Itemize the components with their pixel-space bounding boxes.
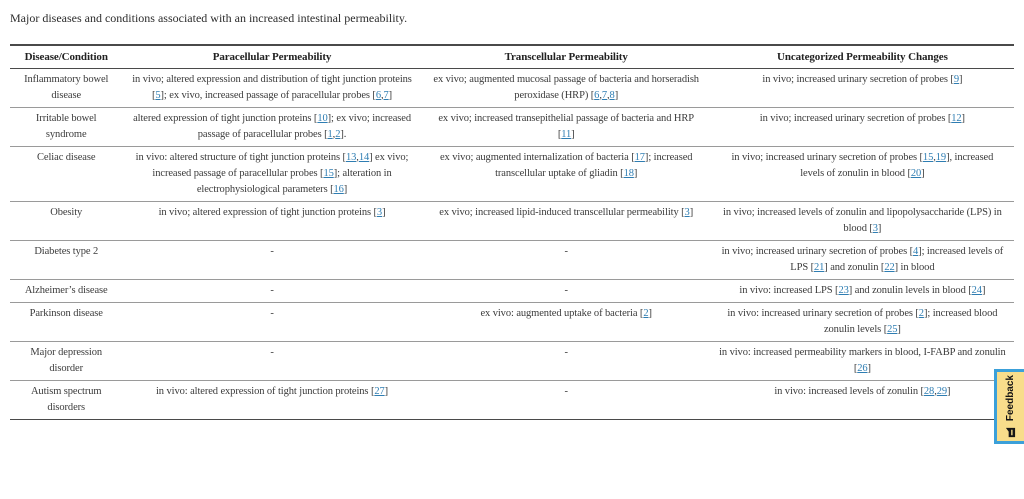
table-row: Alzheimer’s disease - - in vivo: increased … <box>10 279 1014 303</box>
citation-link[interactable]: 23 <box>838 285 849 296</box>
cell-paracellular: in vivo; altered expression of tight jun… <box>122 201 422 241</box>
cell-transcellular: - <box>421 279 711 303</box>
table-row: Celiac disease in vivo: altered structure… <box>10 146 1014 202</box>
citation-link[interactable]: 28 <box>923 386 935 397</box>
table-row: Major depression disorder - - in vivo: incr… <box>10 341 1014 381</box>
column-header-uncategorized: Uncategorized Permeability Changes <box>710 44 1014 69</box>
cell-uncategorized: in vivo; increased levels of zonulin and… <box>710 201 1014 241</box>
citation-link[interactable]: 26 <box>857 363 868 374</box>
citation-link[interactable]: 13 <box>345 152 357 163</box>
cell-paracellular: in vivo: altered structure of tight junc… <box>122 146 422 202</box>
citation-link[interactable]: 14 <box>358 152 370 163</box>
cell-uncategorized: in vivo: increased permeability markers … <box>710 341 1014 381</box>
cell-condition: Major depression disorder <box>10 341 123 381</box>
cell-paracellular: - <box>122 341 422 381</box>
cell-transcellular: ex vivo; augmented internalization of ba… <box>421 146 711 202</box>
column-header-transcellular: Transcellular Permeability <box>421 44 711 69</box>
table-row: Irritable bowel syndrome altered expressi… <box>10 107 1014 147</box>
citation-link[interactable]: 9 <box>953 74 959 85</box>
cell-uncategorized: in vivo; increased urinary secretion of … <box>710 240 1014 280</box>
cell-paracellular: - <box>122 279 422 303</box>
cell-condition: Alzheimer’s disease <box>10 279 123 303</box>
citation-link[interactable]: 7 <box>383 90 389 101</box>
citation-link[interactable]: 21 <box>813 262 825 273</box>
citation-link[interactable]: 12 <box>951 113 962 124</box>
column-header-paracellular: Paracellular Permeability <box>122 44 422 69</box>
cell-uncategorized: in vivo; increased urinary secretion of … <box>710 68 1014 108</box>
citation-link[interactable]: 27 <box>374 386 385 397</box>
cell-transcellular: ex vivo; increased lipid-induced transce… <box>421 201 711 241</box>
citation-link[interactable]: 8 <box>609 90 615 101</box>
cell-paracellular: - <box>122 302 422 342</box>
table-header: Disease/Condition Paracellular Permeabil… <box>10 44 1014 69</box>
cell-uncategorized: in vivo; increased urinary secretion of … <box>710 146 1014 202</box>
citation-link[interactable]: 15 <box>922 152 934 163</box>
permeability-table: Disease/Condition Paracellular Permeabil… <box>10 44 1014 420</box>
cell-paracellular: in vivo: altered expression of tight jun… <box>122 380 422 420</box>
feedback-bubble-icon <box>1005 427 1016 437</box>
cell-condition: Autism spectrum disorders <box>10 380 123 420</box>
citation-link[interactable]: 24 <box>971 285 982 296</box>
citation-link[interactable]: 22 <box>884 262 895 273</box>
citation-link[interactable]: 2 <box>918 308 924 319</box>
cell-transcellular: ex vivo; augmented mucosal passage of ba… <box>421 68 711 108</box>
cell-transcellular: - <box>421 341 711 381</box>
citation-link[interactable]: 6 <box>375 90 381 101</box>
table-row: Autism spectrum disorders in vivo: altere… <box>10 380 1014 420</box>
citation-link[interactable]: 5 <box>155 90 161 101</box>
table-caption: Major diseases and conditions associated… <box>10 11 408 25</box>
citation-link[interactable]: 3 <box>872 223 878 234</box>
citation-link[interactable]: 18 <box>623 168 634 179</box>
cell-paracellular: in vivo; altered expression and distribu… <box>122 68 422 108</box>
citation-link[interactable]: 4 <box>913 246 919 257</box>
cell-uncategorized: in vivo; increased urinary secretion of … <box>710 107 1014 147</box>
table-body: Inflammatory bowel disease in vivo; alter… <box>10 68 1014 420</box>
citation-link[interactable]: 2 <box>643 308 649 319</box>
header-row: Disease/Condition Paracellular Permeabil… <box>10 44 1014 69</box>
table-row: Inflammatory bowel disease in vivo; alter… <box>10 68 1014 108</box>
cell-transcellular: - <box>421 240 711 280</box>
cell-paracellular: altered expression of tight junction pro… <box>122 107 422 147</box>
cell-condition: Irritable bowel syndrome <box>10 107 123 147</box>
citation-link[interactable]: 11 <box>561 129 572 140</box>
citation-link[interactable]: 3 <box>376 207 383 218</box>
citation-link[interactable]: 16 <box>333 184 344 195</box>
citation-link[interactable]: 6 <box>594 90 600 101</box>
cell-uncategorized: in vivo: increased LPS [23] and zonulin … <box>710 279 1014 303</box>
cell-uncategorized: in vivo: increased urinary secretion of … <box>710 302 1014 342</box>
table-row: Parkinson disease - ex vivo: augmented upt… <box>10 302 1014 342</box>
cell-condition: Celiac disease <box>10 146 123 202</box>
citation-link[interactable]: 7 <box>601 90 607 101</box>
cell-condition: Obesity <box>10 201 123 241</box>
cell-condition: Inflammatory bowel disease <box>10 68 123 108</box>
citation-link[interactable]: 25 <box>887 324 898 335</box>
feedback-button[interactable]: Feedback <box>994 369 1024 444</box>
cell-condition: Parkinson disease <box>10 302 123 342</box>
cell-condition: Diabetes type 2 <box>10 240 123 280</box>
citation-link[interactable]: 19 <box>935 152 947 163</box>
citation-link[interactable]: 20 <box>910 168 922 179</box>
citation-link[interactable]: 15 <box>323 168 334 179</box>
citation-link[interactable]: 10 <box>317 113 328 124</box>
citation-link[interactable]: 29 <box>936 386 948 397</box>
citation-link[interactable]: 1 <box>327 129 333 140</box>
citation-link[interactable]: 3 <box>684 207 690 218</box>
feedback-label: Feedback <box>1005 375 1016 422</box>
table-row: Obesity in vivo; altered expression of ti… <box>10 201 1014 241</box>
citation-link[interactable]: 2 <box>335 129 341 140</box>
table-row: Diabetes type 2- - in vivo; increased urin… <box>10 240 1014 280</box>
column-header-disease-condition: Disease/Condition <box>10 44 123 69</box>
cell-transcellular: ex vivo: augmented uptake of bacteria [2… <box>421 302 711 342</box>
cell-transcellular: - <box>421 380 711 420</box>
citation-link[interactable]: 17 <box>634 152 645 163</box>
cell-paracellular: - <box>122 240 422 280</box>
cell-uncategorized: in vivo: increased levels of zonulin [28… <box>710 380 1014 420</box>
cell-transcellular: ex vivo; increased transepithelial passa… <box>421 107 711 147</box>
